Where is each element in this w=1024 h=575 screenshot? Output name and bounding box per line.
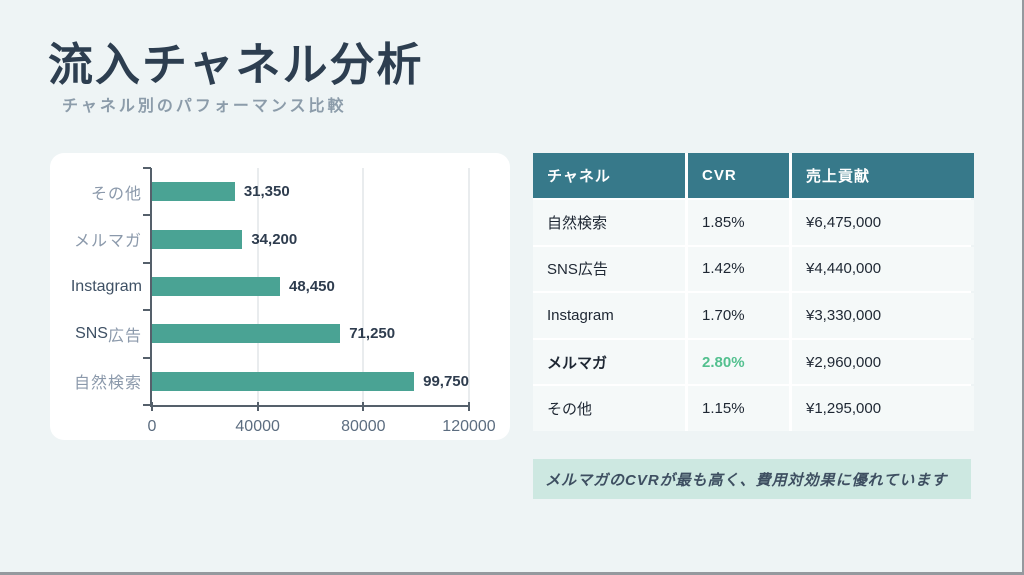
- table-cell-revenue: ¥4,440,000: [792, 246, 974, 292]
- chart-category-label: その他: [90, 185, 142, 203]
- chart-bar: [152, 371, 415, 391]
- latin-text: SNS: [75, 324, 108, 342]
- chart-category-labels: その他メルマガ Instagram SNS 広告自然検索: [56, 168, 142, 405]
- table-cell-channel: メルマガ: [533, 339, 685, 385]
- chart-category-label: SNS 広告: [75, 324, 142, 345]
- table-header-cell: CVR: [688, 153, 789, 198]
- table-cell-cvr: 1.15%: [688, 386, 789, 431]
- chart-x-tick-label: 120000: [442, 418, 496, 435]
- channel-performance-table: チャネル CVR 売上貢献自然検索 1.85% ¥6,475,000 SNS広告 1.42%…: [533, 153, 974, 431]
- chart-bar-value-label: 71,250: [349, 325, 396, 343]
- table-cell-channel: Instagram: [533, 293, 685, 338]
- chart-bar-value-label: 48,450: [288, 277, 335, 295]
- insight-note: メルマガのCVRが最も高く、費用対効果に優れています: [533, 459, 971, 499]
- chart-gridline: [468, 168, 470, 405]
- chart-bar-value-label: 31,350: [243, 183, 290, 201]
- chart-bar: [152, 229, 243, 249]
- table-cell-channel: その他: [533, 386, 685, 431]
- bar-chart-card: その他メルマガ Instagram SNS 広告自然検索 31,350 34,200 48…: [50, 153, 510, 440]
- chart-y-tick: [143, 309, 151, 312]
- chart-x-tick-label: 0: [147, 418, 157, 435]
- table-cell-channel: SNS広告: [533, 246, 685, 292]
- chart-bar-value-label: 99,750: [423, 372, 469, 390]
- chart-bar-row: 48,450: [152, 263, 469, 310]
- chart-x-tick-label: 80000: [341, 418, 386, 435]
- chart-category-label: メルマガ: [73, 233, 142, 251]
- chart-y-tick: [143, 356, 151, 359]
- latin-text: Instagram: [70, 277, 142, 295]
- chart-bar: [152, 182, 235, 202]
- table-cell-cvr: 2.80%: [688, 339, 789, 385]
- chart-y-axis-line: [150, 168, 152, 407]
- chart-y-tick: [143, 404, 151, 406]
- chart-category-label: Instagram: [56, 263, 142, 310]
- chart-gridline: [362, 168, 365, 405]
- table-cell-cvr: 1.85%: [688, 200, 789, 245]
- table-cell-revenue: ¥2,960,000: [792, 339, 974, 385]
- chart-x-axis-line: [150, 405, 470, 407]
- chart-x-tick-label: 40000: [235, 418, 280, 435]
- plot-area: 31,350 34,200 48,450 71,250 99,750: [152, 168, 470, 405]
- chart-bar: [152, 324, 341, 344]
- chart-category-label: 自然検索: [73, 375, 142, 393]
- chart-bar: [152, 276, 280, 296]
- table-cell-cvr: 1.42%: [688, 246, 789, 292]
- chart-y-tick: [143, 261, 151, 264]
- table-cell-revenue: ¥6,475,000: [792, 200, 974, 245]
- table-cell-channel: 自然検索: [533, 200, 685, 245]
- table-header-cell: 売上貢献: [792, 153, 974, 198]
- chart-x-tick: [256, 402, 259, 411]
- table-cell-cvr: 1.70%: [688, 293, 789, 338]
- chart-bar-value-label: 34,200: [251, 230, 298, 248]
- table-cell-revenue: ¥1,295,000: [792, 386, 974, 431]
- chart-bar-row: 71,250: [152, 310, 469, 357]
- chart-x-tick: [468, 402, 470, 411]
- chart-x-tick: [151, 402, 153, 411]
- chart-x-tick: [362, 402, 365, 411]
- chart-y-tick: [143, 167, 151, 169]
- table-cell-revenue: ¥3,330,000: [792, 293, 974, 338]
- chart-y-tick: [143, 214, 151, 217]
- chart-bar-row: 34,200: [152, 215, 469, 262]
- chart-bar-row: 31,350: [152, 168, 469, 215]
- page-subtitle: チャネル別のパフォーマンス比較: [62, 98, 347, 115]
- page-title: 流入チャネル分析: [48, 39, 424, 90]
- chart-bar-row: 99,750: [152, 358, 469, 405]
- table-header-cell: チャネル: [533, 153, 685, 198]
